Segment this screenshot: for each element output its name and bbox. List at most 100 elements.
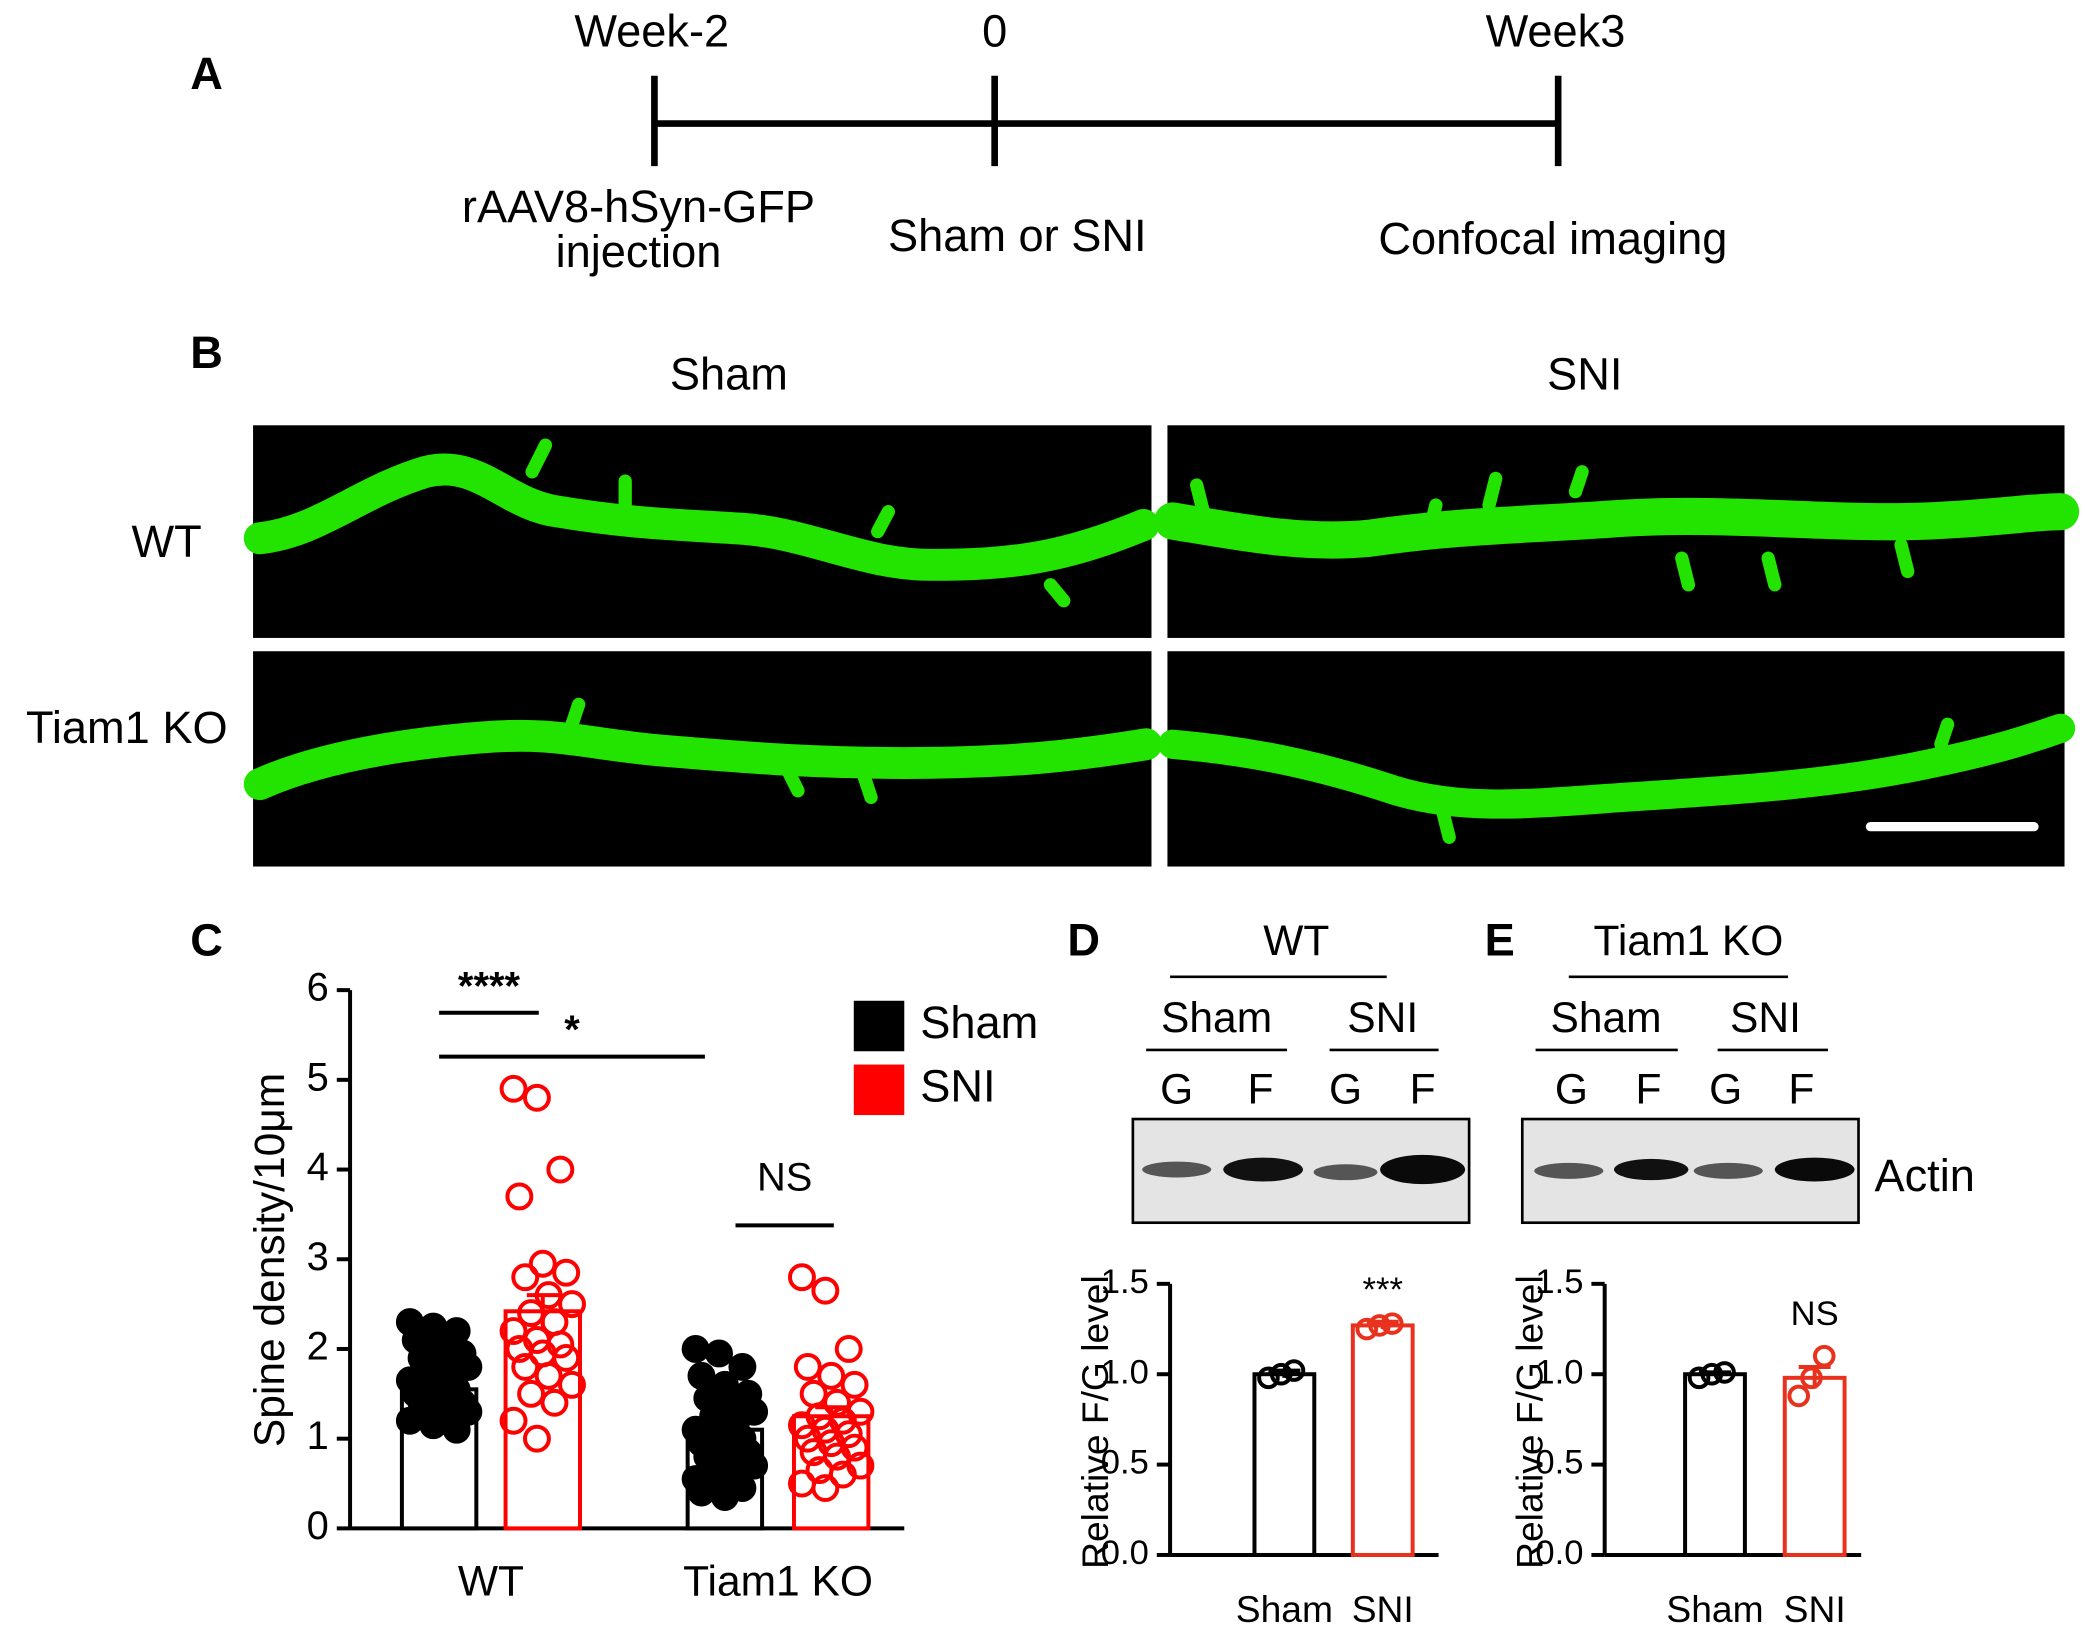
band: [1142, 1161, 1212, 1178]
data-point: [1269, 1362, 1293, 1386]
data-point: [534, 1361, 563, 1390]
legend-swatch: [853, 1064, 905, 1116]
data-point: [840, 1370, 869, 1399]
annotation: NS: [757, 1156, 812, 1200]
data-point: [395, 1406, 424, 1435]
spine: [525, 438, 1071, 608]
y-tick-label: 6: [307, 966, 329, 1010]
y-tick-label: 1: [307, 1414, 329, 1458]
event: Confocal imaging: [1378, 213, 1727, 264]
data-point: [1257, 1366, 1280, 1390]
y-axis-label: Relative F/G level: [1074, 1275, 1116, 1569]
panel-label: A: [190, 48, 223, 99]
legend-swatch: [853, 1000, 905, 1052]
spine: [565, 697, 878, 805]
y-tick-label: 3: [307, 1235, 329, 1279]
data-point: [728, 1352, 757, 1381]
legend-label: Sham: [920, 997, 1038, 1048]
data-point: [499, 1074, 528, 1103]
data-point: [552, 1258, 581, 1287]
y-tick-label: 1.5: [1101, 1263, 1149, 1301]
data-point: [811, 1276, 840, 1305]
bar: [1782, 1375, 1847, 1557]
data-point: [419, 1411, 448, 1440]
y-axis-label: Spine density/10μm: [247, 1073, 294, 1447]
spine: [1435, 717, 1955, 844]
y-tick-label: 2: [307, 1324, 329, 1368]
dendrite: [1158, 713, 2076, 819]
data-point: [442, 1415, 471, 1444]
band: [1613, 1158, 1689, 1181]
x-tick-label: WT: [458, 1558, 524, 1605]
lane-label: F: [1410, 1067, 1436, 1114]
data-point: [546, 1155, 575, 1184]
column-label: Sham: [670, 348, 788, 399]
data-point: [811, 1474, 840, 1502]
x-tick-label: Sham: [1236, 1588, 1333, 1630]
annotation: NS: [1791, 1295, 1839, 1333]
y-tick-label: 1.5: [1535, 1263, 1583, 1301]
y-tick-label: 0.0: [1101, 1534, 1149, 1572]
dendrite: [243, 719, 1163, 801]
y-tick-label: 0.5: [1101, 1444, 1149, 1482]
x-tick-label: SNI: [1784, 1588, 1846, 1630]
data-point: [1787, 1384, 1811, 1408]
data-point: [540, 1388, 569, 1417]
y-tick-label: 4: [307, 1145, 329, 1189]
timepoint: Week-2: [574, 5, 729, 56]
data-point: [823, 1442, 851, 1471]
lane-label: G: [1160, 1067, 1193, 1114]
annotation: ***: [1363, 1271, 1403, 1309]
event: Sham or SNI: [888, 210, 1147, 261]
genotype: WT: [1263, 918, 1329, 965]
lane-label: G: [1709, 1067, 1742, 1114]
lane-label: F: [1247, 1067, 1273, 1114]
lane-label: G: [1329, 1067, 1362, 1114]
legend-label: SNI: [920, 1061, 995, 1112]
y-tick-label: 1.0: [1101, 1353, 1149, 1391]
panel-label: B: [190, 327, 223, 378]
event: rAAV8-hSyn-GFP: [462, 181, 815, 232]
row-label: Tiam1 KO: [26, 702, 228, 753]
panel-label: C: [190, 915, 223, 966]
data-point: [558, 1290, 586, 1319]
data-point: [552, 1343, 581, 1372]
data-point: [511, 1352, 540, 1381]
annotation: *: [564, 1008, 580, 1052]
data-point: [499, 1406, 528, 1435]
data-point: [681, 1335, 710, 1363]
data-point: [787, 1263, 816, 1292]
panel-label: D: [1067, 915, 1100, 966]
annotation: ****: [458, 964, 521, 1008]
group-label: SNI: [1730, 995, 1801, 1042]
timepoint: Week3: [1486, 5, 1626, 56]
y-tick-label: 0: [307, 1504, 329, 1548]
y-tick-label: 0.0: [1535, 1534, 1583, 1572]
protein-label: Actin: [1874, 1150, 1974, 1201]
data-point: [687, 1361, 716, 1390]
dendrite: [1154, 493, 2080, 559]
micrographs: [243, 425, 2080, 867]
data-point: [1368, 1314, 1391, 1337]
y-tick-label: 5: [307, 1055, 329, 1099]
lane-label: G: [1555, 1067, 1588, 1114]
dendrite: [243, 453, 1160, 581]
group-label: Sham: [1550, 995, 1661, 1042]
group-label: Sham: [1161, 995, 1272, 1042]
data-point: [687, 1478, 716, 1507]
data-point: [705, 1339, 733, 1368]
bar: [1683, 1372, 1747, 1557]
band: [1313, 1164, 1378, 1181]
data-point: [823, 1388, 851, 1417]
band: [1774, 1157, 1855, 1182]
row-label: WT: [132, 516, 202, 567]
event: injection: [556, 226, 722, 277]
data-point: [522, 1083, 551, 1112]
y-axis-label: Relative F/G level: [1509, 1275, 1551, 1569]
band: [1380, 1154, 1466, 1185]
bar: [1350, 1323, 1415, 1557]
data-point: [1687, 1366, 1711, 1390]
data-point: [1812, 1344, 1836, 1368]
